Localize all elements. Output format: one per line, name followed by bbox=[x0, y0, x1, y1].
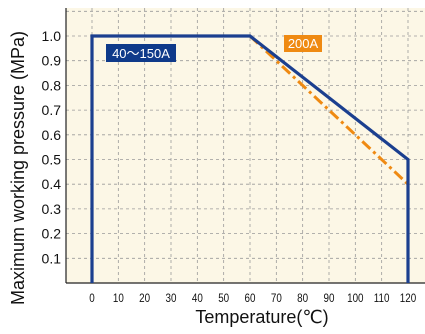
y-tick-label: 0.1 bbox=[42, 250, 62, 266]
x-tick-label: 10 bbox=[113, 292, 124, 305]
y-tick-label: 0.6 bbox=[42, 127, 62, 143]
x-tick-label: 120 bbox=[400, 292, 416, 305]
x-tick-labels: 0 10 20 30 40 50 60 70 80 90 100 110 120 bbox=[89, 292, 416, 305]
y-tick-label: 0.8 bbox=[42, 77, 62, 93]
x-tick-label: 40 bbox=[192, 292, 203, 305]
y-tick-label: 0.5 bbox=[42, 152, 62, 168]
series-label-text: 200A bbox=[288, 36, 319, 51]
x-tick-label: 0 bbox=[89, 292, 94, 305]
y-tick-label: 0.2 bbox=[42, 226, 62, 242]
y-tick-label: 0.3 bbox=[42, 201, 62, 217]
y-tick-label: 0.7 bbox=[42, 102, 62, 118]
x-tick-label: 100 bbox=[347, 292, 363, 305]
y-tick-label: 0.4 bbox=[42, 176, 62, 192]
x-tick-label: 90 bbox=[324, 292, 335, 305]
y-tick-labels: 0.1 0.2 0.3 0.4 0.5 0.6 0.7 0.8 0.9 1.0 bbox=[42, 28, 62, 266]
series-label-box bbox=[106, 44, 176, 62]
x-tick-label: 20 bbox=[139, 292, 150, 305]
x-axis-label: Temperature(℃) bbox=[195, 307, 328, 327]
x-tick-label: 70 bbox=[271, 292, 282, 305]
x-tick-label: 50 bbox=[218, 292, 229, 305]
series-line-40-150a bbox=[90, 34, 410, 283]
axes bbox=[65, 8, 425, 284]
series bbox=[90, 34, 410, 283]
series-label-box bbox=[284, 35, 322, 52]
x-tick-label: 110 bbox=[374, 292, 390, 305]
series-label-40-150a: 40〜150A bbox=[106, 44, 176, 62]
series-labels: 40〜150A 200A bbox=[106, 35, 322, 62]
series-label-text: 40〜150A bbox=[112, 46, 170, 61]
series-line-200a bbox=[248, 34, 410, 186]
y-axis-label: Maximum working pressure (MPa) bbox=[8, 31, 28, 305]
x-tick-label: 30 bbox=[166, 292, 177, 305]
x-tick-label: 80 bbox=[297, 292, 308, 305]
y-tick-label: 0.9 bbox=[42, 53, 62, 69]
x-tick-label: 60 bbox=[245, 292, 256, 305]
y-tick-label: 1.0 bbox=[42, 28, 62, 44]
series-label-200a: 200A bbox=[284, 35, 322, 52]
